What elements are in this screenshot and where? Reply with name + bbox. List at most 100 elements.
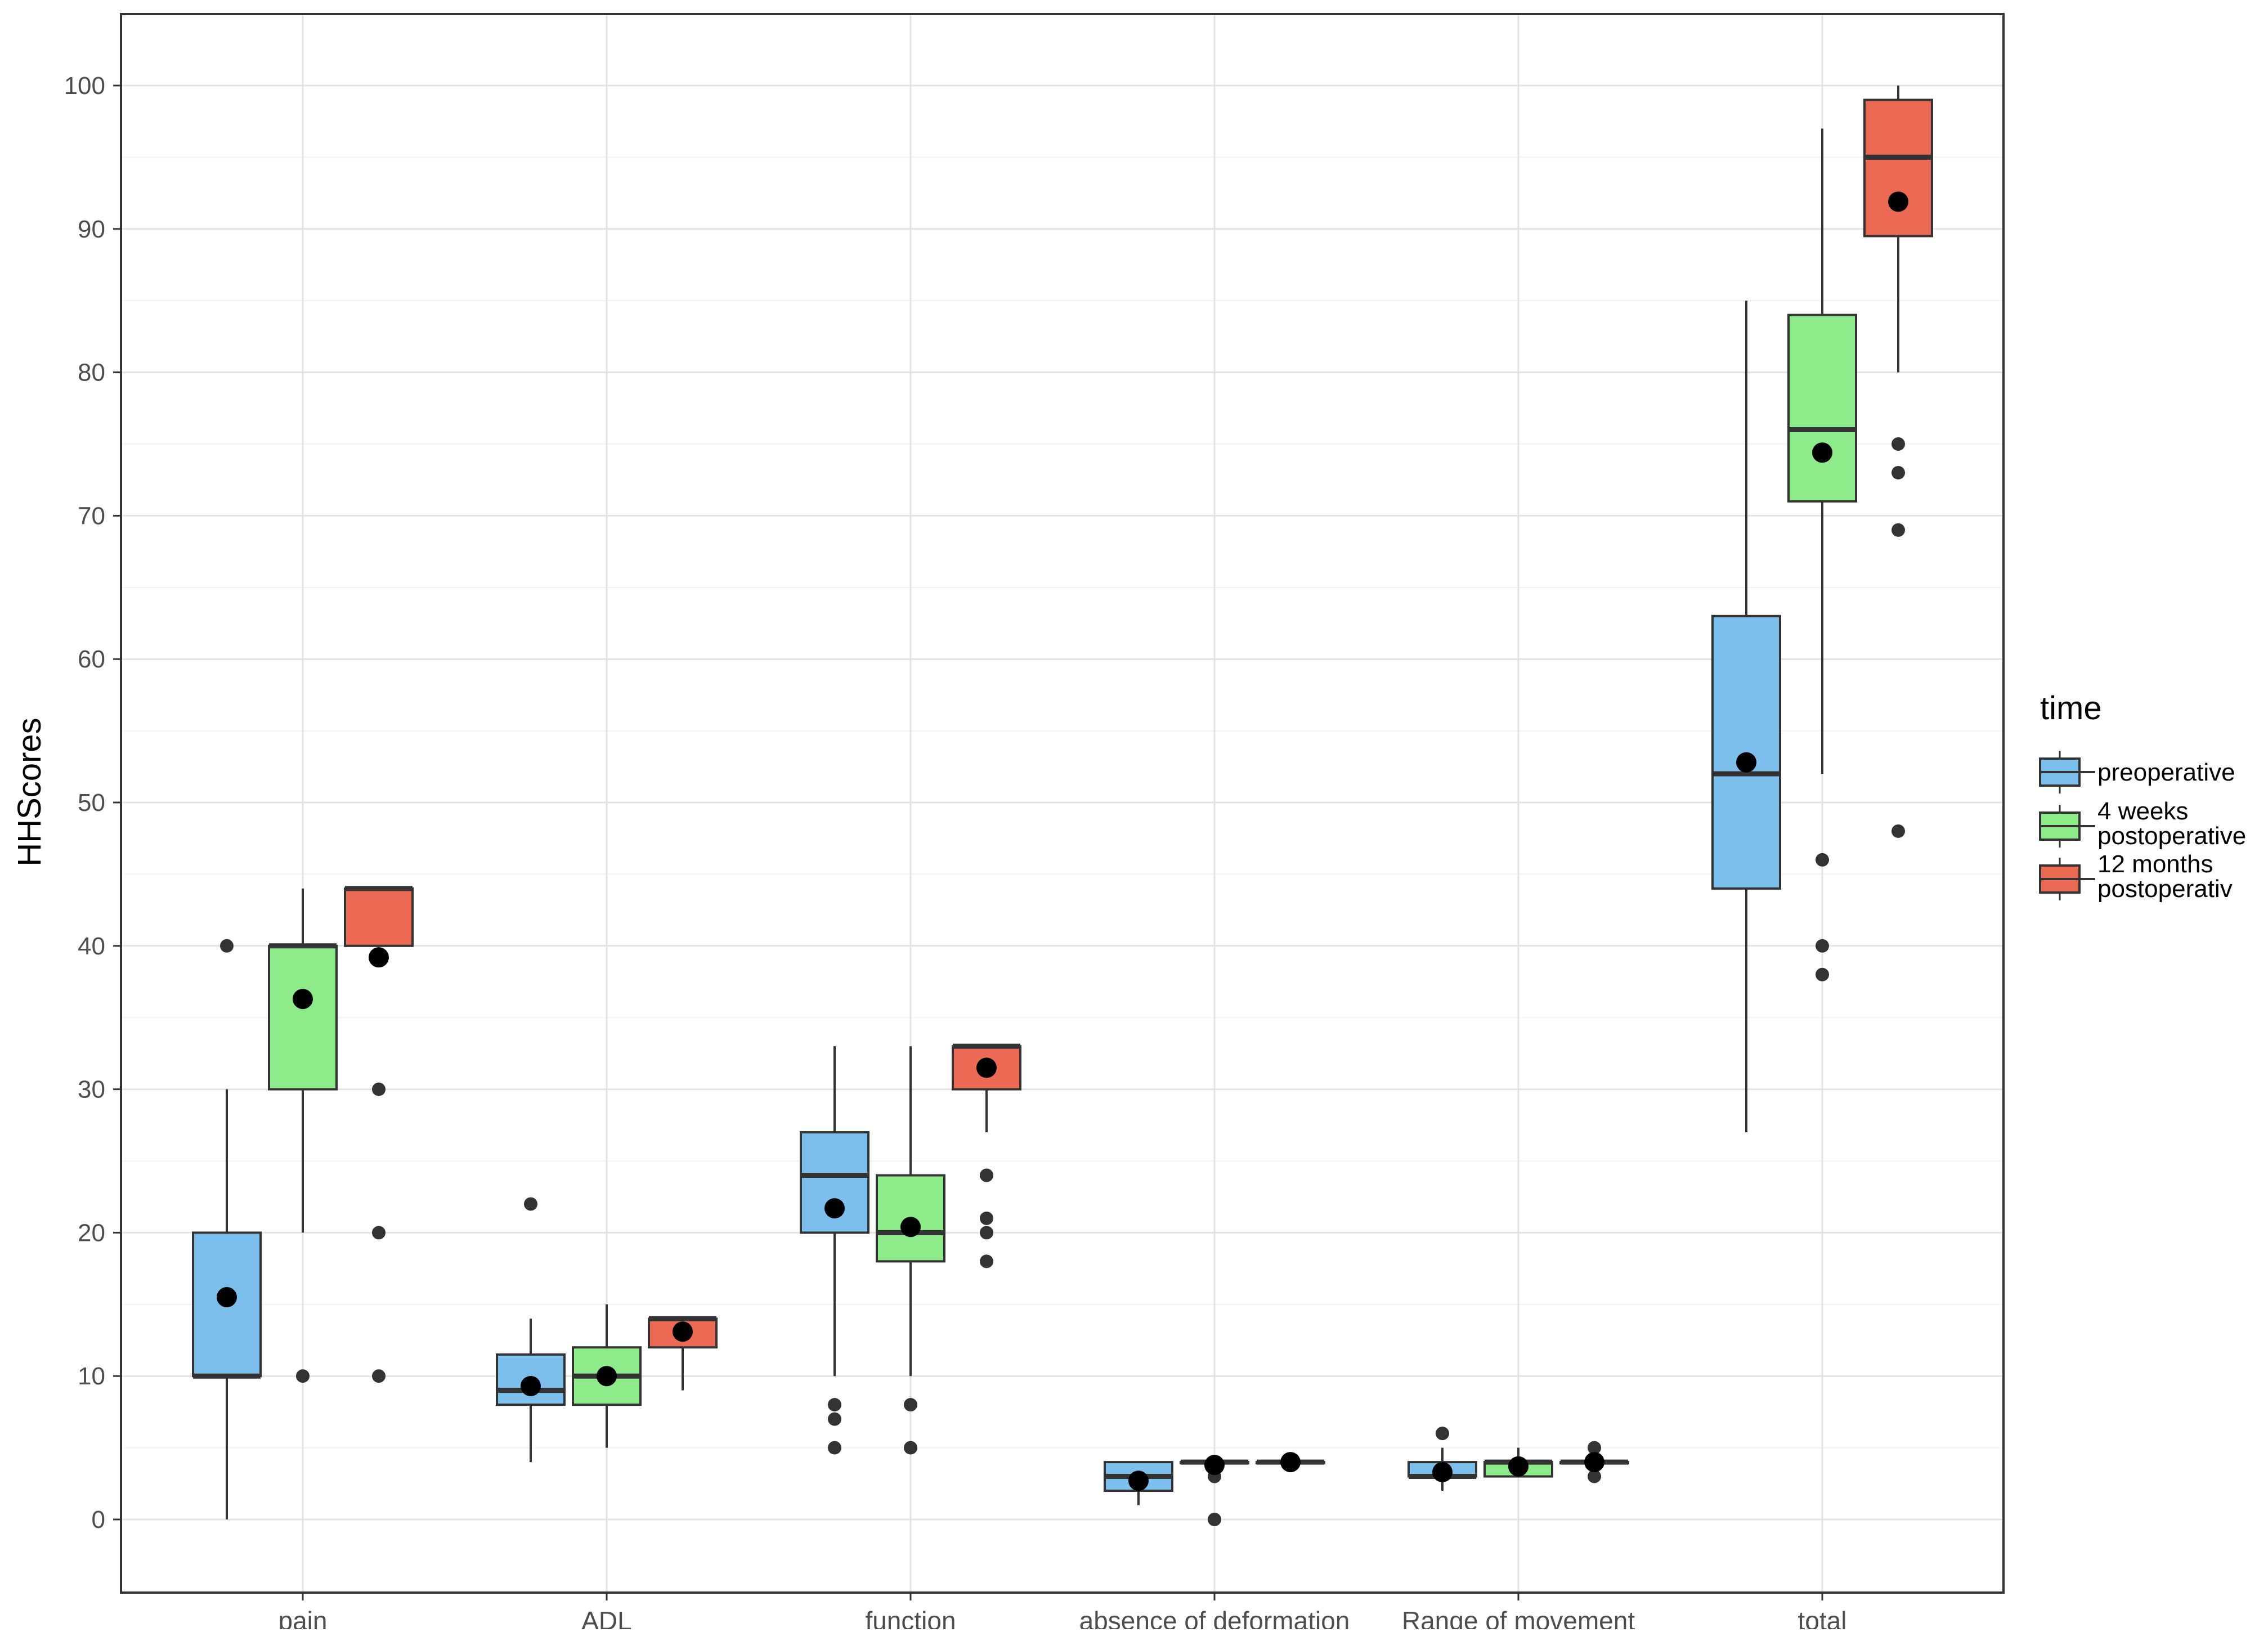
legend-label: preoperative xyxy=(2097,759,2235,786)
box-0-4 xyxy=(1408,1427,1477,1491)
box-1-0 xyxy=(268,888,338,1383)
mean-point xyxy=(1204,1455,1225,1476)
y-tick-label: 10 xyxy=(78,1362,105,1390)
mean-point xyxy=(1432,1461,1453,1482)
outlier-point xyxy=(1892,824,1905,838)
box-1-4 xyxy=(1483,1447,1553,1478)
mean-point xyxy=(1736,752,1756,773)
box-rect xyxy=(268,944,338,1091)
outlier-point xyxy=(904,1398,917,1412)
outlier-point xyxy=(828,1398,841,1412)
x-tick-label: pain xyxy=(279,1606,328,1629)
legend-title: time xyxy=(2040,690,2102,727)
y-axis-title: HHScores xyxy=(11,718,48,866)
y-axis: 0 10 20 30 40 50 60 70 80 90 100 xyxy=(64,72,121,1534)
outlier-point xyxy=(296,1369,310,1383)
x-tick-label: absence of deformation xyxy=(1079,1606,1350,1629)
outlier-point xyxy=(1816,967,1829,981)
box-0-3 xyxy=(1104,1461,1173,1505)
mean-point xyxy=(976,1057,997,1078)
box-rect xyxy=(1787,313,1857,503)
x-tick-label: Range of movement xyxy=(1402,1606,1635,1629)
mean-point xyxy=(1584,1452,1604,1473)
box-0-0 xyxy=(192,939,262,1519)
box-2-1 xyxy=(648,1316,718,1391)
box-1-3 xyxy=(1180,1455,1249,1526)
y-tick-label: 20 xyxy=(78,1219,105,1247)
mean-point xyxy=(900,1217,921,1238)
x-axis: pain ADL function absence of deformation Ran… xyxy=(279,1593,1847,1632)
x-tick-label: total xyxy=(1798,1606,1847,1629)
mean-point xyxy=(1812,442,1832,463)
box-1-1 xyxy=(572,1304,642,1448)
box-0-1 xyxy=(496,1197,566,1463)
x-tick-label: ADL xyxy=(581,1606,631,1629)
legend-label: postoperative xyxy=(2097,822,2246,850)
mean-point xyxy=(1888,191,1908,212)
box-1-2 xyxy=(876,1046,945,1455)
outlier-point xyxy=(1436,1427,1449,1441)
mean-point xyxy=(217,1287,237,1308)
mean-point xyxy=(293,989,313,1010)
outlier-point xyxy=(372,1082,386,1096)
outlier-point xyxy=(220,939,234,953)
outlier-point xyxy=(372,1226,386,1240)
outlier-point xyxy=(980,1211,993,1225)
mean-point xyxy=(369,947,389,968)
y-tick-label: 100 xyxy=(64,72,105,100)
box-marks xyxy=(192,86,1933,1526)
legend: time preoperative 4 weekspostoperative12 … xyxy=(2039,690,2246,903)
box-0-2 xyxy=(800,1046,869,1455)
box-2-3 xyxy=(1256,1452,1325,1473)
outlier-point xyxy=(828,1441,841,1455)
outlier-point xyxy=(1816,939,1829,953)
box-rect xyxy=(1863,98,1933,237)
y-tick-label: 80 xyxy=(78,359,105,387)
box-2-2 xyxy=(952,1043,1021,1268)
x-tick-label: function xyxy=(865,1606,956,1629)
legend-label: postoperativ xyxy=(2097,875,2233,903)
box-2-4 xyxy=(1559,1441,1629,1483)
outlier-point xyxy=(1892,465,1905,479)
y-tick-label: 30 xyxy=(78,1076,105,1104)
legend-label: 12 months xyxy=(2097,850,2213,878)
outlier-point xyxy=(980,1254,993,1268)
outlier-point xyxy=(1892,437,1905,451)
y-tick-label: 40 xyxy=(78,932,105,960)
mean-point xyxy=(1508,1456,1529,1477)
outlier-point xyxy=(1588,1441,1601,1455)
outlier-point xyxy=(980,1226,993,1240)
y-tick-label: 50 xyxy=(78,789,105,817)
outlier-point xyxy=(828,1412,841,1426)
box-rect xyxy=(344,887,414,947)
y-tick-label: 90 xyxy=(78,216,105,243)
box-2-0 xyxy=(344,886,414,1383)
mean-point xyxy=(673,1321,693,1342)
y-tick-label: 60 xyxy=(78,645,105,673)
box-2-5 xyxy=(1863,86,1933,838)
box-0-5 xyxy=(1711,301,1781,1133)
outlier-point xyxy=(1816,853,1829,867)
mean-point xyxy=(521,1376,541,1397)
y-tick-label: 0 xyxy=(92,1506,105,1534)
mean-point xyxy=(1280,1452,1301,1473)
outlier-point xyxy=(524,1197,537,1211)
outlier-point xyxy=(1588,1469,1601,1483)
box-rect xyxy=(800,1131,869,1234)
box-1-5 xyxy=(1787,128,1857,981)
y-tick-label: 70 xyxy=(78,502,105,530)
mean-point xyxy=(824,1198,845,1219)
mean-point xyxy=(1128,1470,1149,1491)
outlier-point xyxy=(1892,523,1905,537)
legend-entry-0: preoperative xyxy=(2039,751,2235,793)
mean-point xyxy=(597,1366,617,1387)
outlier-point xyxy=(372,1369,386,1383)
outlier-point xyxy=(1208,1513,1221,1526)
outlier-point xyxy=(904,1441,917,1455)
outlier-point xyxy=(980,1168,993,1182)
